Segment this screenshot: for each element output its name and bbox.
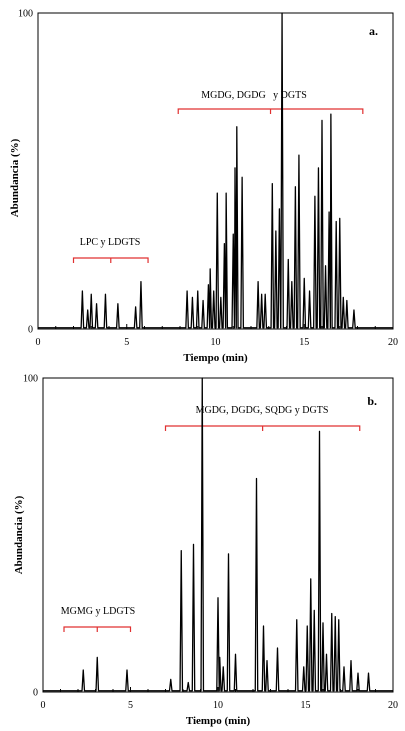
panel-b-xtick-0: 0: [41, 700, 46, 711]
panel-b-y-axis-title: Abundancia (%): [13, 495, 25, 574]
panel-b: 0 100 0 5 10 15 20 Tiempo (min) Abundanc…: [13, 374, 398, 728]
panel-a-ytick-0: 0: [28, 325, 33, 336]
panel-b-x-axis-title: Tiempo (min): [186, 715, 251, 727]
panel-b-group-brackets: [63, 425, 361, 632]
panel-a-chromatogram-trace: [38, 12, 393, 329]
panel-b-ytick-0: 0: [33, 688, 38, 699]
panel-a: 0 100 0 5 10 15 20 Tiempo (min) Abundanc…: [9, 9, 398, 365]
panel-a-xtick-15: 15: [299, 337, 309, 348]
panel-b-xtick-15: 15: [301, 700, 311, 711]
panel-a-group-bracket-2: [177, 108, 364, 114]
panel-b-group-label-2: MGDG, DGDG, SQDG y DGTS: [196, 405, 329, 416]
panel-b-group-label-1: MGMG y LDGTS: [61, 606, 135, 617]
panel-b-group-bracket-1: [63, 626, 132, 632]
panel-a-xtick-0: 0: [36, 337, 41, 348]
panel-a-y-axis-title: Abundancia (%): [9, 138, 21, 217]
panel-a-xtick-5: 5: [124, 337, 129, 348]
panel-a-x-axis-title: Tiempo (min): [183, 352, 248, 364]
panel-a-xtick-10: 10: [211, 337, 221, 348]
panel-a-plot-frame: [37, 12, 394, 330]
panel-b-label: b.: [367, 394, 377, 408]
panel-b-chromatogram-trace: [43, 377, 393, 692]
panel-a-group-label-1: LPC y LDGTS: [80, 237, 141, 248]
panel-b-xtick-20: 20: [388, 700, 398, 711]
panel-b-xtick-10: 10: [213, 700, 223, 711]
panel-a-ytick-100: 100: [18, 9, 33, 20]
panel-b-group-bracket-2: [164, 425, 361, 431]
panel-a-group-label-2: MGDG, DGDG y DGTS: [201, 90, 307, 101]
panel-a-label: a.: [369, 24, 378, 38]
panel-b-xtick-5: 5: [128, 700, 133, 711]
panel-a-xtick-20: 20: [388, 337, 398, 348]
panel-a-group-brackets: [72, 108, 364, 263]
panel-b-ytick-100: 100: [23, 374, 38, 385]
panel-a-group-bracket-1: [72, 257, 149, 263]
